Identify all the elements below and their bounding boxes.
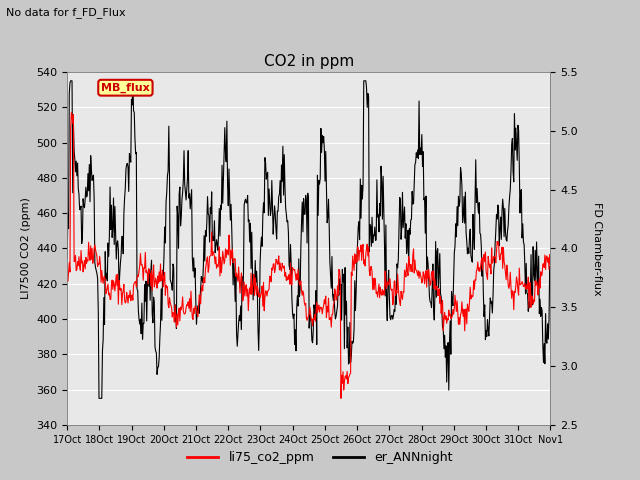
Text: MB_flux: MB_flux xyxy=(101,83,150,93)
Text: No data for f_FD_Flux: No data for f_FD_Flux xyxy=(6,7,126,18)
Legend: li75_co2_ppm, er_ANNnight: li75_co2_ppm, er_ANNnight xyxy=(182,446,458,469)
Title: CO2 in ppm: CO2 in ppm xyxy=(264,54,354,70)
Y-axis label: FD Chamber-flux: FD Chamber-flux xyxy=(592,202,602,295)
Y-axis label: LI7500 CO2 (ppm): LI7500 CO2 (ppm) xyxy=(20,197,31,300)
